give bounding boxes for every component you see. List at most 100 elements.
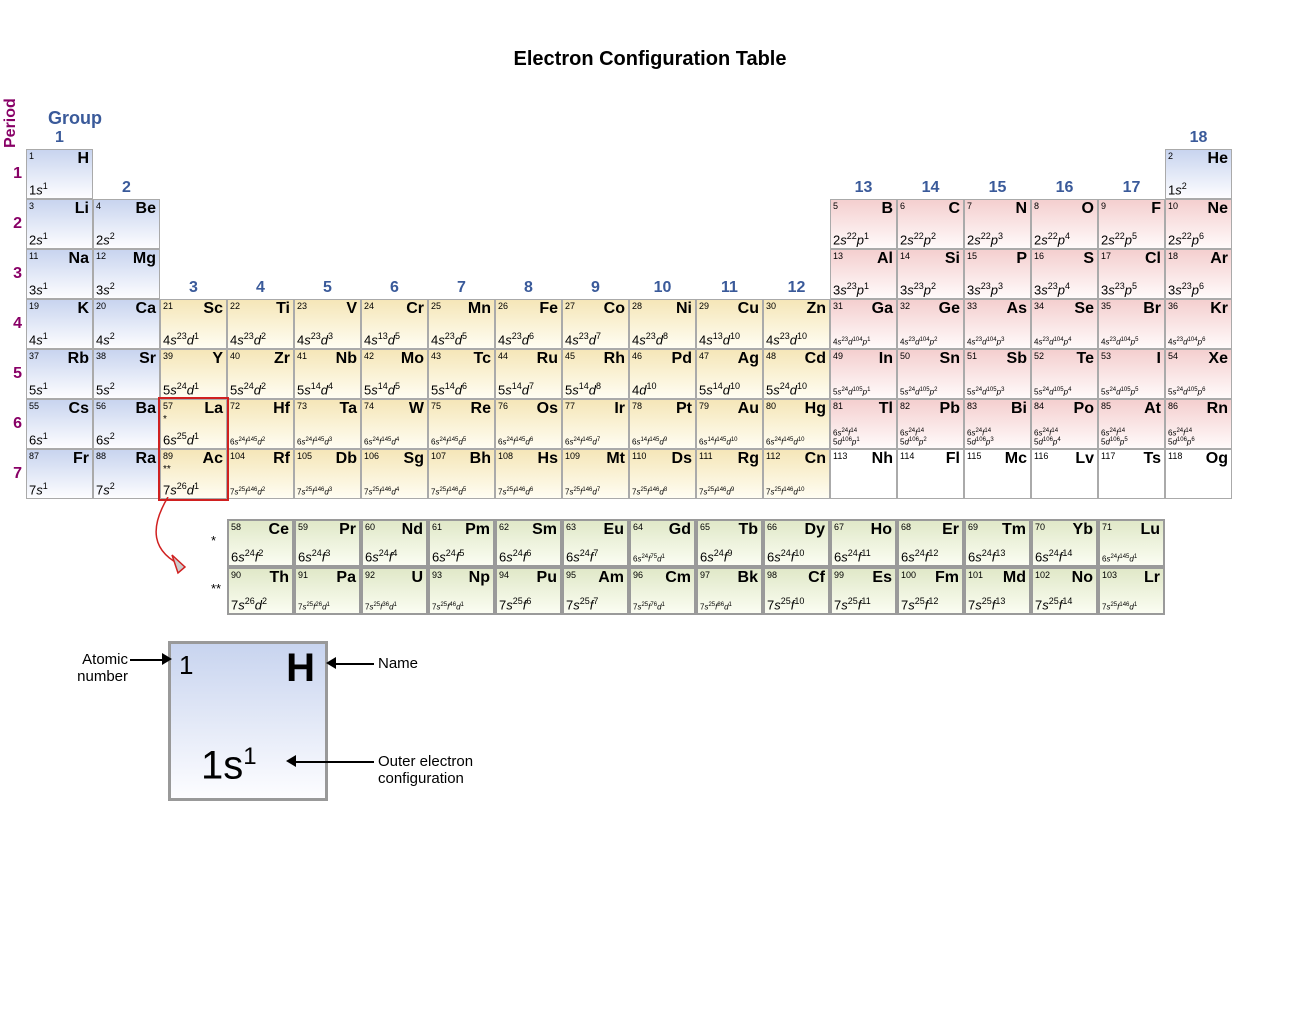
element-cell-Tm: 69Tm6s24f13 [964,519,1031,567]
element-cell-C: 6C2s22p2 [897,199,964,249]
element-symbol: Au [738,400,759,418]
electron-config: 6s24f145d2 [230,437,265,447]
element-cell-Mn: 25Mn4s23d5 [428,299,495,349]
group-number: 12 [763,279,830,297]
legend-label-name: Name [378,655,418,672]
electron-config: 5s14d10 [699,381,740,397]
electron-config: 7s25f146d4 [364,487,399,497]
electron-config: 4s23d104p6 [1168,337,1205,347]
element-cell-Db: 105Db7s25f146d3 [294,449,361,499]
group-number: 15 [964,179,1031,197]
electron-config: 1s1 [29,181,48,197]
atomic-number: 56 [96,401,106,411]
atomic-number: 1 [29,151,34,161]
legend-label-ec: Outer electron configuration [378,753,473,787]
electron-config: 3s23p4 [1034,281,1070,297]
atomic-number: 100 [901,570,916,580]
element-cell-Ti: 22Ti4s23d2 [227,299,294,349]
group-axis-label: Group [48,108,102,129]
element-cell-Ac: 89**Ac7s26d1 [160,449,227,499]
element-cell-Rg: 111Rg7s25f146d9 [696,449,763,499]
atomic-number: 2 [1168,151,1173,161]
legend-cell: 1 H 1s1 [168,641,328,801]
element-symbol: Cf [808,569,825,587]
element-symbol: Cu [738,300,759,318]
element-symbol: Y [212,350,223,368]
group-number: 16 [1031,179,1098,197]
atomic-number: 118 [1168,451,1182,461]
element-cell-Cu: 29Cu4s13d10 [696,299,763,349]
element-cell-Rn: 86Rn6s24f145d106p6 [1165,399,1232,449]
atomic-number: 52 [1034,351,1044,361]
element-cell-Ba: 56Ba6s2 [93,399,160,449]
element-cell-Pr: 59Pr6s24f3 [294,519,361,567]
electron-config: 7s25f6 [499,596,531,612]
electron-config: 2s22p6 [1168,231,1204,247]
element-cell-At: 85At6s24f145d106p5 [1098,399,1165,449]
element-cell-Cl: 17Cl3s23p5 [1098,249,1165,299]
element-symbol: Kr [1210,300,1228,318]
element-cell-Ge: 32Ge4s23d104p2 [897,299,964,349]
electron-config: 5s24d10 [766,381,807,397]
electron-config: 2s1 [29,231,48,247]
group-number: 6 [361,279,428,297]
element-cell-No: 102No7s25f14 [1031,567,1098,615]
atomic-number: 92 [365,570,375,580]
atomic-number: 25 [431,301,441,311]
atomic-number: 34 [1034,301,1044,311]
atomic-number: 57 [163,401,173,411]
element-symbol: Ar [1210,250,1228,268]
element-symbol: Fe [539,300,558,318]
element-cell-Ga: 31Ga4s23d104p1 [830,299,897,349]
element-cell-Ts: 117Ts [1098,449,1165,499]
legend-atomic-number: 1 [179,650,193,681]
element-cell-Cn: 112Cn7s25f146d10 [763,449,830,499]
atomic-number: 33 [967,301,977,311]
atomic-number: 73 [297,401,307,411]
element-symbol: Ru [537,350,558,368]
electron-config: 5s24d105p5 [1101,387,1138,397]
electron-config: 4s23d10 [766,331,807,347]
atomic-number: 66 [767,522,777,532]
atomic-number: 87 [29,451,39,461]
element-symbol: Sm [532,521,557,539]
electron-config: 6s24f145d4 [364,437,399,447]
element-cell-Bk: 97Bk7s25f86d1 [696,567,763,615]
element-symbol: Ts [1144,450,1161,468]
electron-config: 3s2 [96,281,115,297]
electron-config: 6s24f11 [834,548,871,564]
period-number: 5 [8,365,22,383]
atomic-number: 107 [431,451,446,461]
atomic-number: 65 [700,522,710,532]
atomic-number: 55 [29,401,39,411]
electron-config: 5s14d5 [364,381,400,397]
group-number: 13 [830,179,897,197]
element-symbol: O [1082,200,1094,218]
atomic-number: 112 [766,451,780,461]
element-cell-H: 1H1s1 [26,149,93,199]
group-number: 5 [294,279,361,297]
electron-config: 3s23p2 [900,281,936,297]
element-symbol: Bh [470,450,491,468]
atomic-number: 45 [565,351,575,361]
element-symbol: Hf [273,400,290,418]
element-symbol: Ne [1208,200,1228,218]
atomic-number: 102 [1035,570,1050,580]
electron-config: 4s13d10 [699,331,740,347]
element-cell-Pd: 46Pd4d10 [629,349,696,399]
atomic-number: 69 [968,522,978,532]
element-symbol: Cm [665,569,691,587]
atomic-number: 101 [968,570,983,580]
element-cell-Nd: 60Nd6s24f4 [361,519,428,567]
element-symbol: Nb [336,350,357,368]
element-symbol: Zr [274,350,290,368]
element-cell-Fl: 114Fl [897,449,964,499]
electron-config: 4s2 [96,331,115,347]
electron-config: 3s23p6 [1168,281,1204,297]
element-symbol: Cr [406,300,424,318]
atomic-number: 31 [833,301,843,311]
element-symbol: Ca [136,300,156,318]
atomic-number: 62 [499,522,509,532]
electron-config: 6s24f75d1 [633,554,665,564]
element-symbol: Mc [1005,450,1027,468]
